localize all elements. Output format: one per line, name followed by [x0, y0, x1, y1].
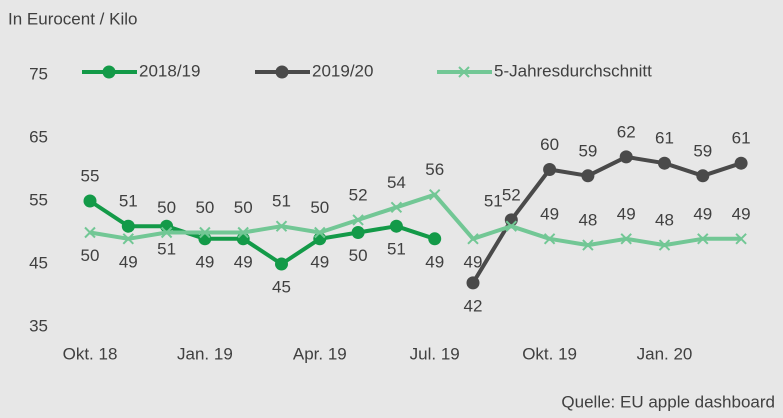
marker — [466, 276, 480, 290]
y-tick-label: 55 — [29, 190, 48, 209]
marker — [619, 150, 633, 164]
x-tick-label: Jul. 19 — [410, 344, 460, 363]
marker — [160, 226, 173, 239]
data-label: 52 — [502, 185, 521, 204]
marker — [122, 233, 135, 245]
marker — [581, 169, 595, 183]
data-label: 61 — [732, 129, 751, 148]
data-label: 59 — [578, 141, 597, 160]
data-label: 49 — [732, 204, 751, 223]
marker — [314, 226, 326, 239]
marker — [696, 169, 710, 183]
data-label: 50 — [195, 198, 214, 217]
legend-marker — [102, 65, 116, 79]
data-label: 49 — [617, 204, 636, 223]
marker — [121, 219, 135, 233]
marker — [582, 239, 594, 251]
x-tick-label: Jan. 19 — [177, 344, 233, 363]
marker — [428, 188, 441, 201]
marker — [237, 226, 249, 239]
x-tick-label: Okt. 18 — [63, 344, 118, 363]
marker — [697, 233, 709, 245]
legend-marker — [458, 66, 470, 78]
data-label: 50 — [157, 198, 176, 217]
source: Quelle: EU apple dashboard — [561, 392, 775, 411]
data-label: 52 — [349, 185, 368, 204]
series-line — [88, 199, 436, 266]
data-label: 48 — [655, 211, 674, 230]
marker — [505, 220, 518, 232]
series-line — [89, 192, 742, 248]
data-label: 49 — [310, 252, 329, 271]
data-label: 62 — [617, 122, 636, 141]
data-label: 49 — [119, 252, 138, 271]
data-label: 55 — [81, 166, 100, 185]
data-label: 49 — [425, 252, 444, 271]
marker — [735, 233, 747, 245]
x-tick-label: Okt. 19 — [522, 344, 577, 363]
data-label: 51 — [272, 192, 291, 211]
data-label: 49 — [195, 252, 214, 271]
y-tick-label: 45 — [29, 253, 48, 272]
series-line — [471, 154, 742, 284]
data-label: 50 — [349, 246, 368, 265]
data-label: 49 — [693, 204, 712, 223]
data-label: 50 — [81, 246, 100, 265]
data-label: 50 — [310, 198, 329, 217]
data-label: 59 — [693, 141, 712, 160]
marker — [352, 214, 364, 226]
marker — [620, 233, 632, 245]
data-label: 50 — [234, 198, 253, 217]
data-label: 49 — [464, 252, 483, 271]
y-tick-label: 35 — [29, 316, 48, 335]
marker — [658, 239, 671, 251]
marker — [83, 194, 97, 208]
data-label: 51 — [119, 192, 138, 211]
data-label: 56 — [425, 160, 444, 179]
data-label: 49 — [234, 252, 253, 271]
x-tick-label: Apr. 19 — [293, 344, 347, 363]
data-label: 42 — [464, 296, 483, 315]
marker — [543, 233, 556, 245]
data-label: 61 — [655, 129, 674, 148]
marker — [275, 257, 288, 271]
data-label: 48 — [578, 211, 597, 230]
marker — [199, 226, 211, 239]
marker — [734, 156, 748, 170]
unit-label: In Eurocent / Kilo — [8, 9, 137, 28]
marker — [467, 233, 479, 245]
y-tick-label: 65 — [29, 127, 48, 146]
y-tick-label: 75 — [29, 64, 48, 83]
data-label: 49 — [540, 204, 559, 223]
marker — [351, 226, 365, 239]
marker — [543, 163, 557, 176]
marker — [390, 201, 403, 214]
marker — [658, 156, 671, 170]
legend-label: 5-Jahresdurchschnitt — [494, 61, 652, 80]
data-label: 60 — [540, 135, 559, 154]
marker — [275, 220, 288, 232]
marker — [428, 232, 442, 246]
legend-marker — [275, 65, 289, 79]
marker — [84, 226, 96, 239]
legend-label: 2019/20 — [312, 61, 373, 80]
x-tick-label: Jan. 20 — [637, 344, 693, 363]
data-label: 54 — [387, 173, 406, 192]
data-label: 51 — [157, 240, 176, 259]
legend-label: 2018/19 — [139, 61, 200, 80]
marker — [389, 219, 403, 233]
data-label: 51 — [484, 192, 503, 211]
data-label: 45 — [272, 277, 291, 296]
data-label: 51 — [387, 240, 406, 259]
